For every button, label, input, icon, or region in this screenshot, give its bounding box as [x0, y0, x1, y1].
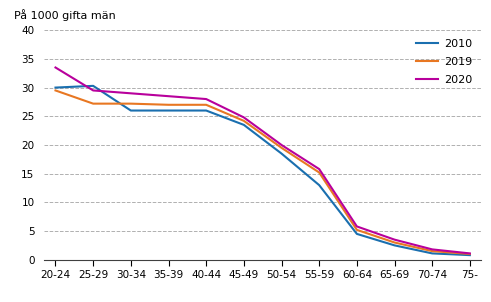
2020 — [203, 97, 209, 101]
2010 — [203, 109, 209, 112]
2019 — [429, 249, 435, 253]
2020 — [241, 116, 247, 119]
2010 — [316, 183, 322, 187]
Legend: 2010, 2019, 2020: 2010, 2019, 2020 — [413, 36, 476, 88]
2010 — [392, 243, 398, 247]
2010 — [53, 86, 58, 89]
2020 — [53, 66, 58, 69]
2020 — [128, 92, 134, 95]
2020 — [165, 94, 171, 98]
2019 — [241, 119, 247, 123]
2019 — [128, 102, 134, 105]
2020 — [354, 225, 360, 228]
2010 — [90, 84, 96, 88]
Line: 2020: 2020 — [55, 67, 470, 253]
2020 — [429, 248, 435, 251]
2019 — [392, 241, 398, 244]
2010 — [241, 123, 247, 127]
2019 — [316, 171, 322, 174]
2019 — [165, 103, 171, 107]
Line: 2019: 2019 — [55, 91, 470, 254]
2010 — [354, 232, 360, 236]
2020 — [316, 167, 322, 171]
2019 — [90, 102, 96, 105]
2010 — [128, 109, 134, 112]
2019 — [467, 252, 473, 256]
2020 — [467, 252, 473, 255]
2020 — [90, 89, 96, 92]
2010 — [165, 109, 171, 112]
2019 — [354, 228, 360, 232]
2020 — [278, 143, 284, 147]
2010 — [467, 253, 473, 257]
2019 — [278, 146, 284, 150]
Text: På 1000 gifta män: På 1000 gifta män — [14, 9, 115, 21]
2019 — [53, 89, 58, 92]
2010 — [278, 152, 284, 155]
2020 — [392, 238, 398, 242]
2010 — [429, 252, 435, 255]
2019 — [203, 103, 209, 107]
Line: 2010: 2010 — [55, 86, 470, 255]
